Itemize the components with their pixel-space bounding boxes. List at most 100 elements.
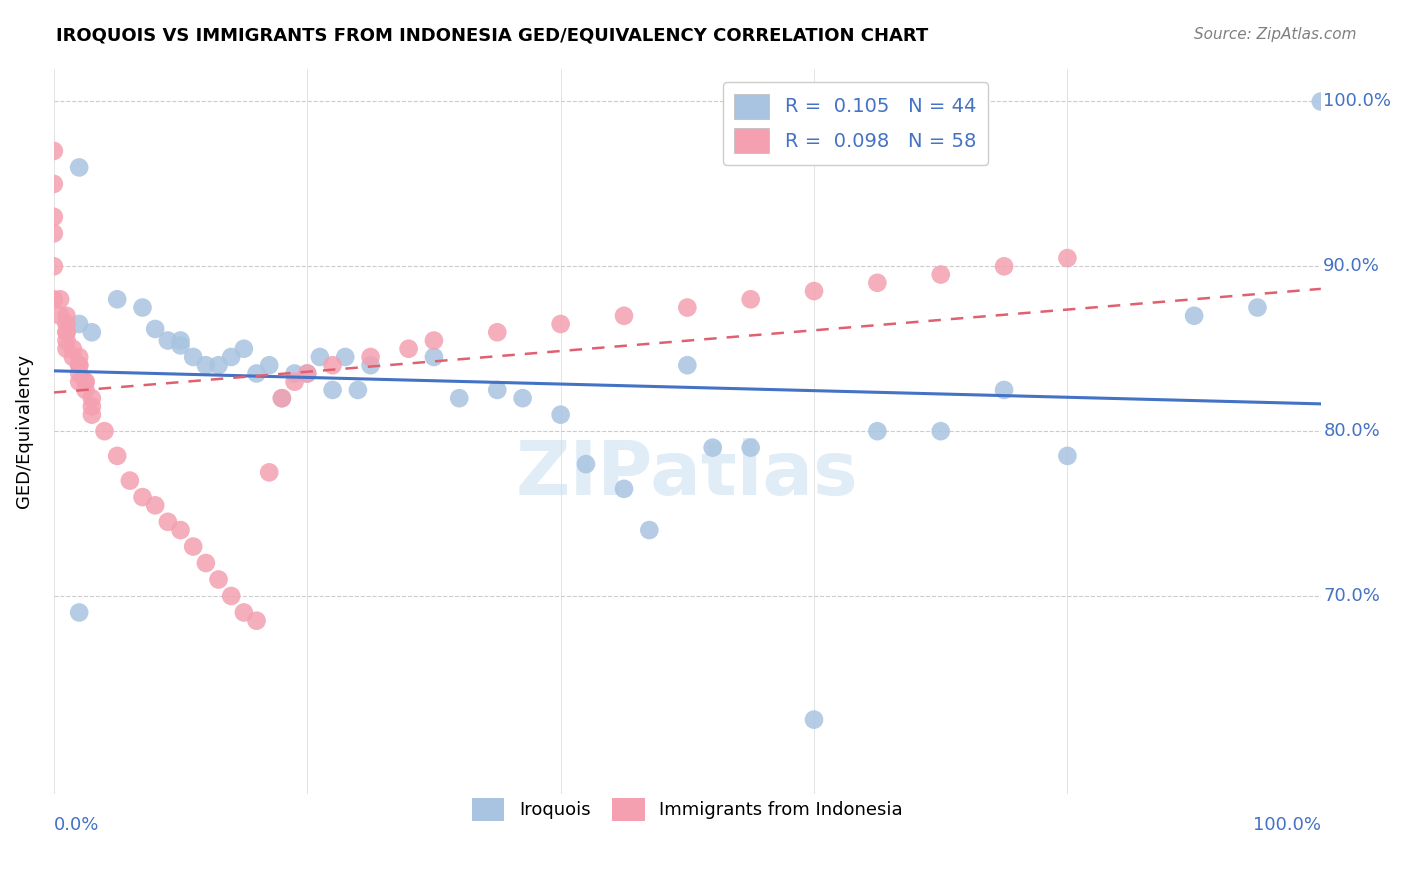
Point bbox=[62, 342, 84, 356]
Point bbox=[80, 325, 103, 339]
Point bbox=[993, 383, 1015, 397]
Point bbox=[207, 573, 229, 587]
Point bbox=[638, 523, 661, 537]
Point bbox=[67, 317, 90, 331]
Text: 80.0%: 80.0% bbox=[1323, 422, 1381, 440]
Point bbox=[93, 424, 115, 438]
Point bbox=[80, 391, 103, 405]
Point bbox=[80, 400, 103, 414]
Point bbox=[55, 342, 77, 356]
Point bbox=[257, 358, 280, 372]
Point bbox=[1246, 301, 1268, 315]
Point bbox=[297, 367, 319, 381]
Point bbox=[42, 177, 65, 191]
Text: 70.0%: 70.0% bbox=[1323, 587, 1381, 605]
Point bbox=[67, 350, 90, 364]
Point bbox=[309, 350, 332, 364]
Point bbox=[207, 358, 229, 372]
Point bbox=[80, 408, 103, 422]
Point bbox=[486, 325, 509, 339]
Point bbox=[423, 350, 446, 364]
Point bbox=[245, 367, 267, 381]
Point bbox=[131, 490, 153, 504]
Text: 100.0%: 100.0% bbox=[1253, 815, 1320, 833]
Point bbox=[270, 391, 292, 405]
Point bbox=[194, 358, 217, 372]
Point bbox=[613, 482, 636, 496]
Point bbox=[169, 334, 191, 348]
Point bbox=[55, 334, 77, 348]
Point bbox=[55, 309, 77, 323]
Legend: Iroquois, Immigrants from Indonesia: Iroquois, Immigrants from Indonesia bbox=[465, 790, 910, 829]
Point bbox=[550, 317, 572, 331]
Point bbox=[322, 383, 344, 397]
Text: 90.0%: 90.0% bbox=[1323, 257, 1381, 276]
Text: ZIPatlas: ZIPatlas bbox=[516, 438, 859, 511]
Point bbox=[49, 293, 72, 307]
Point bbox=[347, 383, 370, 397]
Point bbox=[1309, 95, 1331, 109]
Point bbox=[55, 317, 77, 331]
Point bbox=[575, 457, 598, 471]
Point bbox=[803, 284, 825, 298]
Point bbox=[62, 350, 84, 364]
Point bbox=[284, 375, 307, 389]
Point bbox=[740, 441, 762, 455]
Point bbox=[181, 540, 204, 554]
Point bbox=[181, 350, 204, 364]
Point bbox=[219, 589, 242, 603]
Text: 0.0%: 0.0% bbox=[53, 815, 100, 833]
Point bbox=[284, 367, 307, 381]
Point bbox=[1056, 449, 1078, 463]
Point bbox=[75, 383, 97, 397]
Point bbox=[335, 350, 357, 364]
Point bbox=[67, 367, 90, 381]
Point bbox=[803, 713, 825, 727]
Point bbox=[42, 210, 65, 224]
Point bbox=[169, 338, 191, 352]
Point bbox=[55, 325, 77, 339]
Point bbox=[169, 523, 191, 537]
Point bbox=[75, 375, 97, 389]
Point bbox=[232, 606, 254, 620]
Point bbox=[322, 358, 344, 372]
Point bbox=[676, 358, 699, 372]
Point bbox=[156, 515, 179, 529]
Point bbox=[105, 449, 128, 463]
Point bbox=[143, 499, 166, 513]
Point bbox=[42, 260, 65, 274]
Point bbox=[156, 334, 179, 348]
Point bbox=[398, 342, 420, 356]
Point bbox=[75, 375, 97, 389]
Point bbox=[67, 358, 90, 372]
Point bbox=[143, 322, 166, 336]
Point bbox=[42, 144, 65, 158]
Text: 100.0%: 100.0% bbox=[1323, 93, 1392, 111]
Point bbox=[67, 161, 90, 175]
Point bbox=[449, 391, 471, 405]
Point bbox=[297, 367, 319, 381]
Point bbox=[1182, 309, 1205, 323]
Point bbox=[42, 227, 65, 241]
Point bbox=[1056, 251, 1078, 265]
Point bbox=[232, 342, 254, 356]
Point bbox=[131, 301, 153, 315]
Point bbox=[486, 383, 509, 397]
Point bbox=[67, 606, 90, 620]
Point bbox=[270, 391, 292, 405]
Point bbox=[105, 293, 128, 307]
Point bbox=[67, 358, 90, 372]
Point bbox=[929, 424, 952, 438]
Point bbox=[360, 350, 382, 364]
Point bbox=[219, 350, 242, 364]
Point bbox=[55, 325, 77, 339]
Point bbox=[929, 268, 952, 282]
Point bbox=[257, 466, 280, 480]
Point bbox=[118, 474, 141, 488]
Text: IROQUOIS VS IMMIGRANTS FROM INDONESIA GED/EQUIVALENCY CORRELATION CHART: IROQUOIS VS IMMIGRANTS FROM INDONESIA GE… bbox=[56, 27, 928, 45]
Point bbox=[740, 293, 762, 307]
Point bbox=[245, 614, 267, 628]
Point bbox=[550, 408, 572, 422]
Point bbox=[49, 309, 72, 323]
Point bbox=[360, 358, 382, 372]
